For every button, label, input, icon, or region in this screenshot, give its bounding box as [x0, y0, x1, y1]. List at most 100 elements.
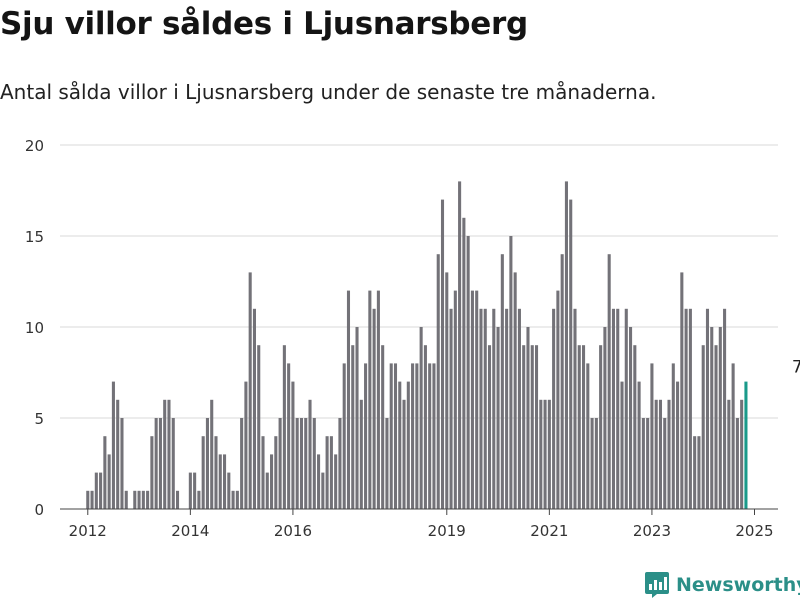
bar	[359, 399, 363, 509]
bar	[458, 181, 462, 509]
bar	[252, 308, 256, 509]
y-tick-label: 20	[25, 137, 44, 155]
bar	[543, 399, 547, 509]
bar	[654, 399, 658, 509]
bar	[351, 345, 355, 509]
bar	[492, 308, 496, 509]
bar	[599, 345, 603, 509]
bar	[641, 418, 645, 509]
bar	[111, 381, 115, 509]
bar	[658, 399, 663, 509]
bar	[688, 308, 692, 509]
bar	[432, 363, 436, 509]
bar	[470, 290, 474, 509]
bar	[718, 327, 722, 509]
bar	[244, 381, 248, 509]
bar-chart: 0 5 10 15 20 2012 2014 2016 2019 2021 2023 2025 7	[25, 137, 800, 540]
bar	[364, 363, 368, 509]
bar	[372, 308, 376, 509]
bar	[526, 327, 530, 509]
bar	[402, 399, 406, 509]
bar	[603, 327, 607, 509]
bar	[393, 363, 398, 509]
bar	[389, 363, 393, 509]
bar	[398, 381, 402, 509]
newsworthy-logo: Newsworthy	[644, 570, 800, 600]
bar	[355, 327, 359, 509]
bar	[419, 327, 423, 509]
bar	[629, 327, 633, 509]
bar	[620, 381, 624, 509]
bar	[440, 199, 445, 509]
x-tick-label: 2016	[274, 522, 312, 540]
x-tick-label: 2025	[735, 522, 773, 540]
bar	[663, 418, 667, 509]
bar	[107, 454, 111, 509]
bar	[158, 418, 162, 509]
bar	[505, 308, 509, 509]
chart-title: Sju villor såldes i Ljusnarsberg	[0, 6, 528, 42]
bar	[334, 454, 338, 509]
bar	[197, 490, 201, 509]
bar	[569, 199, 573, 509]
bar	[103, 436, 107, 509]
bar	[218, 454, 222, 509]
y-tick-label: 5	[34, 410, 44, 428]
bar	[697, 436, 701, 509]
bar	[530, 345, 534, 509]
bar	[710, 327, 714, 509]
bar	[650, 363, 654, 509]
bar	[116, 399, 120, 509]
y-tick-label: 15	[25, 228, 44, 246]
brand-name: Newsworthy	[676, 574, 800, 596]
y-tick-label: 10	[25, 319, 44, 337]
bar	[684, 308, 688, 509]
bar	[714, 345, 718, 509]
bar	[517, 308, 521, 509]
bar	[646, 418, 650, 509]
bar	[624, 308, 628, 509]
bar	[317, 454, 321, 509]
bar	[701, 345, 705, 509]
bar	[582, 345, 586, 509]
bar	[261, 436, 265, 509]
bar	[137, 490, 141, 509]
bar	[308, 399, 312, 509]
bar	[376, 290, 380, 509]
bar	[594, 418, 598, 509]
bar	[214, 436, 218, 509]
bar	[475, 290, 479, 509]
y-axis-labels: 0 5 10 15 20	[25, 137, 44, 519]
bar	[346, 290, 351, 509]
bar	[740, 399, 744, 509]
bar	[150, 436, 154, 509]
bar	[278, 418, 282, 509]
bar	[547, 399, 551, 509]
bar	[462, 217, 466, 510]
bar	[522, 345, 526, 509]
bar	[496, 327, 500, 509]
bar	[693, 436, 697, 509]
bar	[667, 399, 671, 509]
bar	[299, 418, 304, 509]
bar	[680, 272, 684, 509]
bar	[287, 363, 291, 509]
bar	[329, 436, 333, 509]
bar	[368, 290, 372, 509]
bar	[235, 490, 239, 509]
bar	[406, 381, 410, 509]
bar	[325, 436, 329, 509]
bar	[274, 436, 278, 509]
bar	[146, 490, 150, 509]
bar	[552, 308, 556, 509]
bar	[573, 308, 577, 509]
bar	[534, 345, 539, 509]
x-axis-ticks: 2012 2014 2016 2019 2021 2023 2025	[69, 509, 774, 540]
bar	[223, 454, 227, 509]
latest-value-label: 7	[792, 358, 800, 378]
y-tick-label: 0	[34, 501, 44, 519]
bar	[193, 472, 197, 509]
bar	[171, 418, 175, 509]
bar	[210, 399, 214, 509]
bar	[141, 490, 145, 509]
